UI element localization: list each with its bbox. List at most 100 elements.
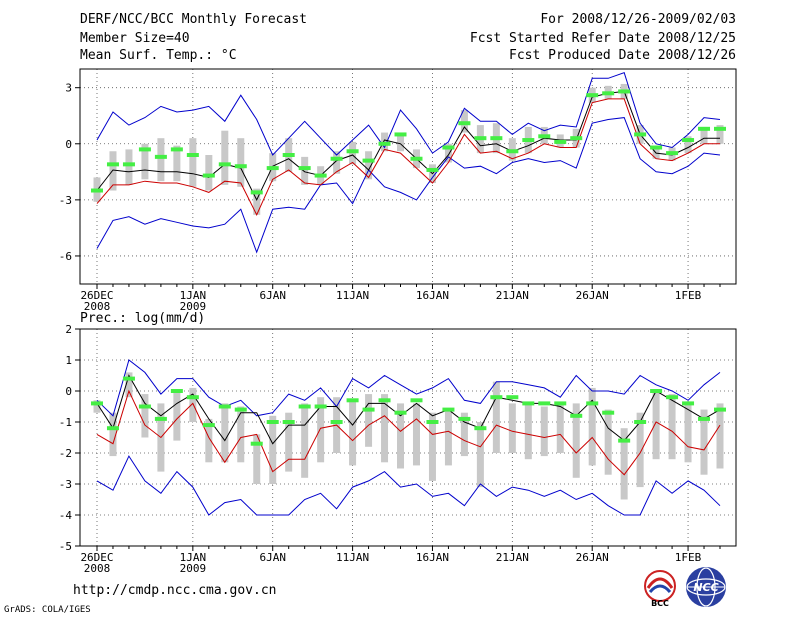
y-tick-label: -5 [59,540,72,553]
median-marker [378,398,391,403]
x-tick-year-label: 2008 [84,300,111,313]
x-tick-year-label: 2009 [180,562,207,575]
ensemble-box [540,406,548,457]
x-tick-label: 26JAN [576,289,609,302]
series-line-mean [96,90,720,202]
ensemble-box [652,145,660,159]
ensemble-box [428,412,436,481]
median-marker [91,188,103,193]
x-tick-year-label: 2009 [180,300,207,313]
median-marker [314,404,327,409]
y-tick-label: -3 [59,194,72,207]
ensemble-box [93,400,101,413]
median-marker [138,404,151,409]
series-line-max [96,359,721,417]
ensemble-box [365,394,373,447]
series-line-min [96,117,721,254]
series-line-lower [96,389,721,476]
median-marker [666,151,679,156]
ensemble-box [381,394,389,463]
median-marker [298,404,311,409]
median-marker [490,395,503,400]
median-marker [474,426,487,431]
median-marker [346,398,359,403]
median-marker [218,404,231,409]
y-tick-label: -4 [59,509,73,522]
ensemble-box [237,138,245,187]
median-marker [91,401,103,406]
median-marker [474,136,487,141]
median-marker [602,410,615,415]
ensemble-box [125,149,133,185]
chart-title: DERF/NCC/BCC Monthly Forecast [80,12,307,27]
ensemble-box [444,143,452,163]
median-marker [202,423,215,428]
x-tick-label: 26DEC [80,551,113,564]
ensemble-box [157,138,165,182]
series-line-min [96,455,721,516]
grads-credit: GrADS: COLA/IGES [4,605,91,615]
ensemble-box [700,409,708,475]
median-marker [282,420,295,424]
series-line-lower [96,98,720,216]
median-marker [106,162,119,167]
ensemble-box [716,403,724,469]
median-marker [570,413,583,418]
median-marker [298,166,311,171]
x-tick-label: 6JAN [259,289,286,302]
median-marker [538,134,551,139]
median-marker [458,416,471,421]
median-marker [442,407,455,412]
median-marker [634,420,647,424]
y-tick-label: -6 [59,250,72,263]
ensemble-box [269,415,277,484]
median-marker [314,173,327,178]
y-tick-label: 3 [65,82,72,95]
median-marker [618,438,631,443]
median-marker [410,398,423,403]
median-marker [682,138,695,143]
median-marker [426,167,439,172]
median-marker [122,376,135,381]
median-marker [346,149,359,154]
ensemble-box [253,188,261,215]
median-marker [186,153,199,157]
ncc-logo-text: NCC [693,581,718,594]
ensemble-box [492,381,500,453]
source-url[interactable]: http://cmdp.ncc.cma.gov.cn [73,583,277,598]
y-tick-label: -1 [59,416,72,429]
ensemble-box [205,418,213,463]
variable-label: Mean Surf. Temp.: °C [80,48,237,63]
median-marker [394,410,407,415]
ensemble-box [397,134,405,152]
median-marker [506,149,519,154]
median-marker [186,395,199,400]
ensemble-box [572,403,580,478]
ensemble-box [716,125,724,144]
median-marker [250,441,263,446]
median-marker [586,93,599,98]
median-marker [266,166,279,171]
x-tick-label: 21JAN [496,551,529,564]
ensemble-box [141,394,149,438]
median-marker [714,126,726,131]
median-marker [154,154,167,159]
series-line-max [96,72,721,156]
ensemble-box [444,409,452,466]
median-marker [330,420,343,424]
ensemble-box [173,391,181,441]
median-marker [442,145,455,150]
ensemble-box [109,412,117,457]
ensemble-box [460,412,468,457]
median-marker [538,401,551,406]
median-marker [458,121,471,126]
ensemble-box [109,151,117,191]
median-marker [570,136,583,141]
median-marker [586,401,599,406]
ncc-logo: NCC [686,567,726,607]
x-tick-label: 1FEB [675,551,702,564]
forecast-start-date: Fcst Started Refer Date 2008/12/25 [469,31,736,46]
x-tick-label: 1JAN [180,289,207,302]
median-marker [250,190,263,195]
ensemble-box [189,387,197,422]
